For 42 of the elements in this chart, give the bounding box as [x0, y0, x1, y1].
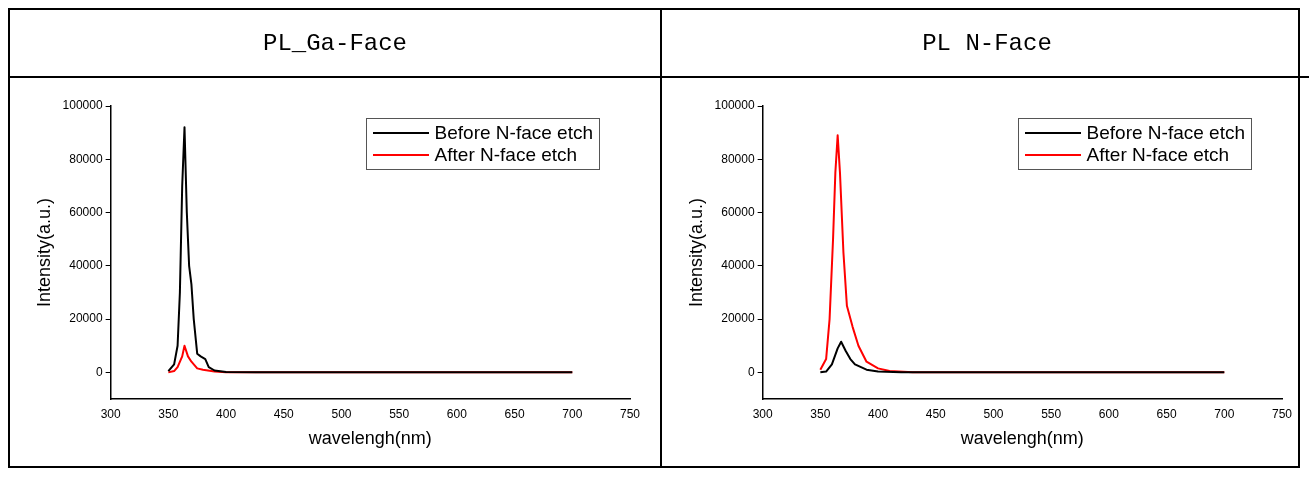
- x-tick-label: 500: [983, 406, 1004, 421]
- x-tick-label: 750: [619, 406, 641, 421]
- x-tick-label: 650: [504, 406, 525, 421]
- y-tick-label: 80000: [721, 151, 755, 166]
- x-axis-title: wavelengh(nm): [307, 428, 432, 449]
- chart-title: PL_Ga-Face: [10, 10, 660, 78]
- x-tick-label: 350: [158, 406, 179, 421]
- x-tick-label: 700: [562, 406, 583, 421]
- y-tick-label: 0: [747, 364, 755, 379]
- y-tick-label: 60000: [721, 204, 755, 219]
- x-tick-label: 400: [868, 406, 889, 421]
- y-tick-label: 40000: [721, 258, 755, 273]
- y-tick-label: 100000: [714, 98, 755, 113]
- x-tick-label: 350: [810, 406, 831, 421]
- x-tick-label: 750: [1271, 406, 1293, 421]
- x-tick-label: 450: [273, 406, 295, 421]
- y-tick-label: 20000: [69, 311, 103, 326]
- x-tick-label: 600: [446, 406, 468, 421]
- x-tick-label: 650: [1156, 406, 1177, 421]
- y-tick-label: 60000: [69, 204, 103, 219]
- y-axis-title: Intensity(a.u.): [33, 197, 54, 308]
- y-tick-label: 40000: [69, 258, 103, 273]
- chart-title: PL N-Face: [662, 10, 1309, 78]
- y-tick-label: 80000: [69, 151, 103, 166]
- legend-label: After N-face etch: [1086, 144, 1230, 166]
- x-tick-label: 300: [100, 406, 121, 421]
- x-tick-label: 450: [925, 406, 947, 421]
- y-tick-label: 20000: [721, 311, 755, 326]
- x-axis-title: wavelengh(nm): [959, 428, 1084, 449]
- legend-label: Before N-face etch: [1086, 122, 1245, 144]
- x-tick-label: 550: [389, 406, 410, 421]
- x-tick-label: 550: [1041, 406, 1062, 421]
- x-tick-label: 600: [1098, 406, 1120, 421]
- y-tick-label: 0: [95, 364, 103, 379]
- x-tick-label: 700: [1214, 406, 1235, 421]
- x-tick-label: 500: [331, 406, 352, 421]
- x-tick-label: 300: [752, 406, 773, 421]
- legend-label: Before N-face etch: [434, 122, 593, 144]
- legend-label: After N-face etch: [434, 144, 578, 166]
- y-tick-label: 100000: [62, 98, 103, 113]
- y-axis-title: Intensity(a.u.): [685, 197, 706, 308]
- x-tick-label: 400: [216, 406, 237, 421]
